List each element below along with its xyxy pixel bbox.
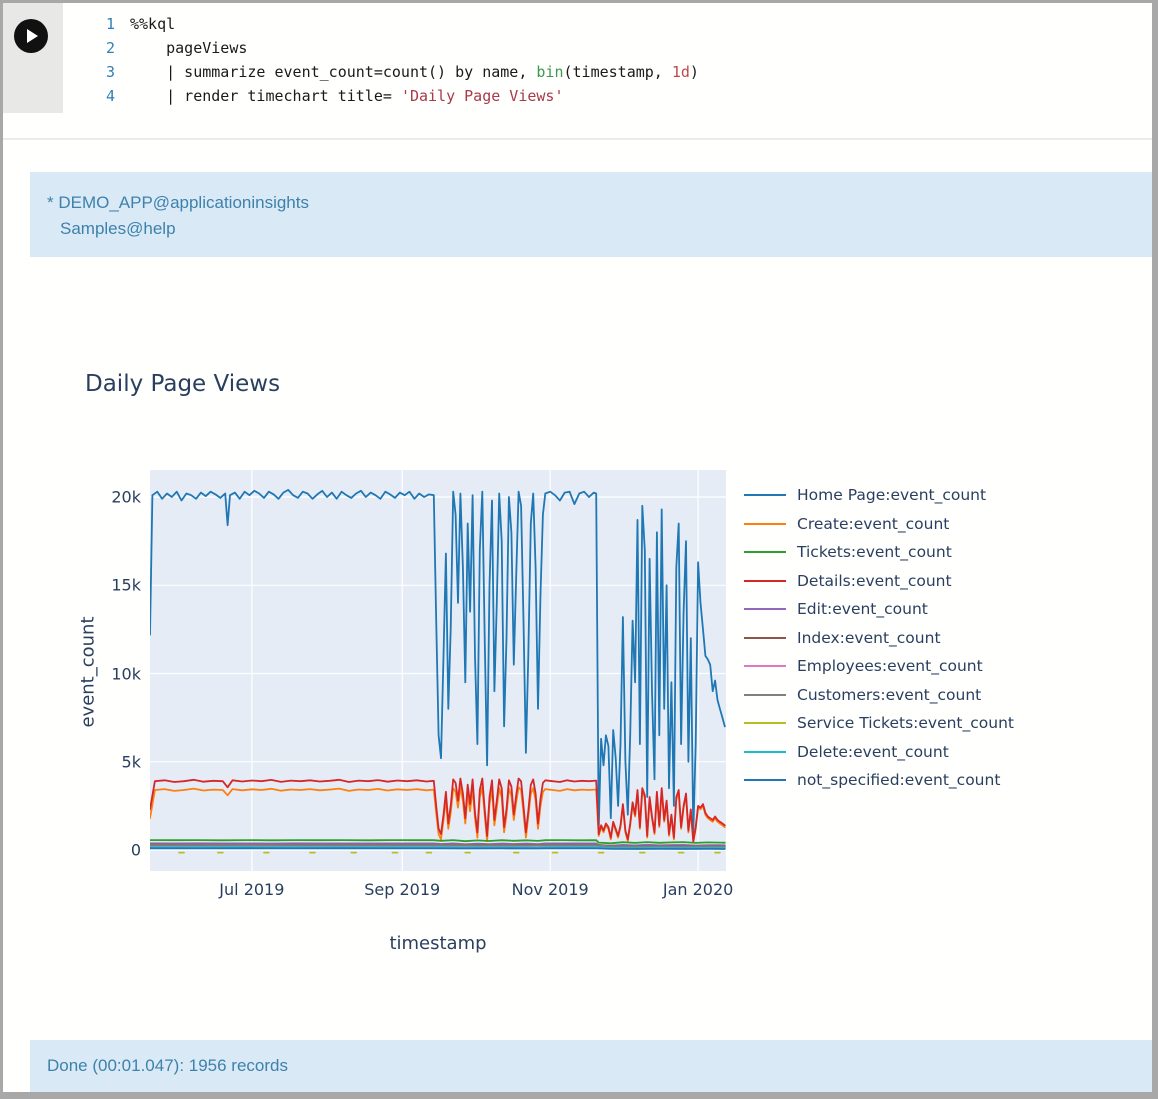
series-line xyxy=(150,844,726,848)
connection-primary: * DEMO_APP@applicationinsights xyxy=(47,193,309,212)
legend-swatch xyxy=(744,779,786,782)
play-icon xyxy=(27,29,38,43)
line-number: 3 xyxy=(105,63,115,81)
line-number: 2 xyxy=(105,39,115,57)
legend-swatch xyxy=(744,693,786,696)
legend-item[interactable]: not_specified:event_count xyxy=(744,766,1014,795)
legend-label: Index:event_count xyxy=(797,628,941,647)
status-bar: Done (00:01.047): 1956 records xyxy=(30,1040,1152,1092)
legend-item[interactable]: Create:event_count xyxy=(744,510,1014,539)
series-line xyxy=(150,488,726,834)
legend-label: Employees:event_count xyxy=(797,657,983,676)
line-number: 4 xyxy=(105,87,115,105)
legend-label: Create:event_count xyxy=(797,514,950,533)
code-line[interactable]: 4 | render timechart title= 'Daily Page … xyxy=(3,84,699,108)
series-line xyxy=(150,846,726,850)
legend-swatch xyxy=(744,522,786,525)
legend-item[interactable]: Home Page:event_count xyxy=(744,481,1014,510)
plot-canvas[interactable] xyxy=(150,470,726,871)
legend: Home Page:event_count Create:event_count T… xyxy=(744,481,1014,795)
legend-label: Home Page:event_count xyxy=(797,486,987,505)
y-tick-label: 5k xyxy=(121,752,141,772)
legend-item[interactable]: Employees:event_count xyxy=(744,652,1014,681)
series-line xyxy=(150,777,726,843)
legend-label: Tickets:event_count xyxy=(797,543,952,562)
x-tick-label: Jan 2020 xyxy=(662,880,734,899)
x-tick-label: Sep 2019 xyxy=(364,880,441,899)
code-text: %%kql xyxy=(130,15,176,33)
legend-swatch xyxy=(744,722,786,725)
cell-prompt xyxy=(3,3,63,113)
series-line xyxy=(150,839,726,845)
legend-label: Details:event_count xyxy=(797,571,952,590)
legend-swatch xyxy=(744,750,786,753)
legend-item[interactable]: Index:event_count xyxy=(744,624,1014,653)
series-line xyxy=(150,847,726,850)
legend-label: Delete:event_count xyxy=(797,742,949,761)
y-axis-title: event_count xyxy=(77,616,99,728)
code-text: pageViews xyxy=(130,39,248,57)
legend-item[interactable]: Details:event_count xyxy=(744,567,1014,596)
y-tick-label: 0 xyxy=(130,840,141,860)
legend-swatch xyxy=(744,579,786,582)
legend-item[interactable]: Delete:event_count xyxy=(744,738,1014,767)
legend-swatch xyxy=(744,551,786,554)
y-tick-label: 20k xyxy=(111,487,141,507)
code-line[interactable]: 2 pageViews xyxy=(3,36,699,60)
plot-area[interactable]: Jul 2019 Sep 2019 Nov 2019 Jan 2020 0 5k 10k 15… xyxy=(78,470,733,954)
legend-swatch xyxy=(744,494,786,497)
legend-item[interactable]: Tickets:event_count xyxy=(744,538,1014,567)
legend-item[interactable]: Service Tickets:event_count xyxy=(744,709,1014,738)
legend-label: Edit:event_count xyxy=(797,600,928,619)
code-line[interactable]: 3 | summarize event_count=count() by nam… xyxy=(3,60,699,84)
line-number: 1 xyxy=(105,15,115,33)
legend-label: Service Tickets:event_count xyxy=(797,714,1014,733)
code-editor[interactable]: 1 %%kql 2 pageViews 3 | summarize event_cou… xyxy=(3,12,699,108)
code-text: | render timechart title= 'Daily Page Vi… xyxy=(130,87,564,105)
code-text: | summarize event_count=count() by name,… xyxy=(130,63,699,81)
kernel-info-box: * DEMO_APP@applicationinsights Samples@h… xyxy=(30,172,1152,257)
y-tick-label: 10k xyxy=(111,664,141,683)
x-tick-label: Jul 2019 xyxy=(219,880,285,899)
x-axis-title: timestamp xyxy=(389,933,487,954)
code-line[interactable]: 1 %%kql xyxy=(3,12,699,36)
cell-divider xyxy=(3,138,1152,140)
legend-item[interactable]: Customers:event_count xyxy=(744,681,1014,710)
chart-title: Daily Page Views xyxy=(85,371,281,397)
x-tick-label: Nov 2019 xyxy=(511,880,589,899)
status-text: Done (00:01.047): 1956 records xyxy=(47,1056,288,1075)
y-tick-label: 15k xyxy=(111,575,141,595)
legend-swatch xyxy=(744,608,786,611)
legend-item[interactable]: Edit:event_count xyxy=(744,595,1014,624)
legend-label: not_specified:event_count xyxy=(797,771,1001,790)
legend-label: Customers:event_count xyxy=(797,685,982,704)
legend-swatch xyxy=(744,665,786,668)
run-cell-button[interactable] xyxy=(14,19,48,53)
legend-swatch xyxy=(744,636,786,639)
connection-secondary: Samples@help xyxy=(60,219,176,238)
